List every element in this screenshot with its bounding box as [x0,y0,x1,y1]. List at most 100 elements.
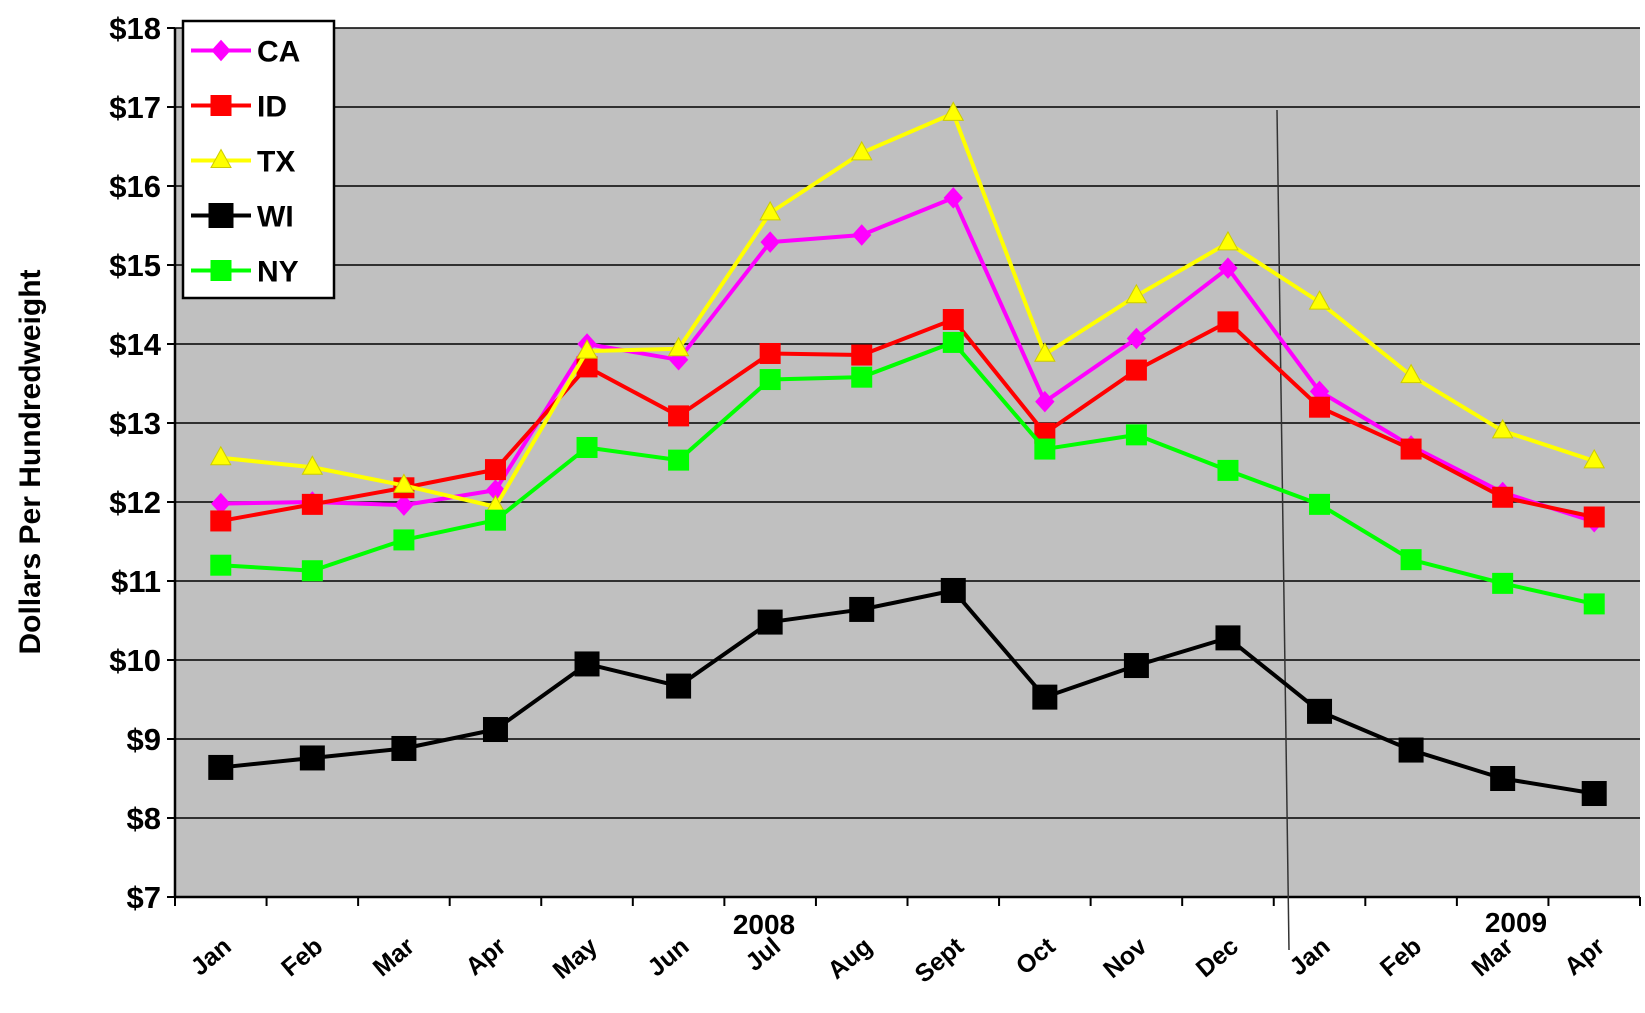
y-tick-label: $16 [109,169,161,204]
marker [668,405,690,427]
marker [1126,327,1147,350]
marker [850,140,873,161]
x-tick-label: Feb [1375,932,1427,982]
legend-label: ID [257,91,287,124]
series-line [220,317,1595,523]
marker [576,339,598,359]
marker [1034,438,1056,460]
y-tick-label: $13 [109,406,161,441]
marker [1308,290,1331,310]
marker [1217,459,1239,481]
marker [851,344,873,366]
x-tick-label: Aug [822,932,877,985]
marker [391,735,417,761]
y-tick-label: $15 [109,248,161,283]
x-tick-label: Jun [642,932,694,982]
marker [1492,486,1514,508]
marker [1218,257,1238,279]
series [210,331,1605,615]
marker [1583,448,1606,469]
marker [1581,781,1607,807]
series [210,309,1605,532]
series-line [220,111,1595,509]
marker [668,449,690,471]
y-tick-label: $10 [109,643,161,678]
marker [1309,396,1331,418]
legend-label: CA [257,36,300,69]
marker [1125,283,1148,304]
marker [210,95,232,116]
marker [576,436,598,458]
series [208,577,1607,807]
year-label: 2009 [1485,907,1547,938]
marker [393,529,415,551]
y-tick-label: $9 [127,722,161,757]
marker [301,455,324,475]
x-tick-label: May [548,932,603,985]
marker [1217,230,1239,251]
marker [1490,766,1516,791]
marker [759,369,781,391]
marker [942,101,965,121]
marker [211,39,231,62]
year-label: 2008 [733,909,795,940]
marker [1032,684,1058,710]
marker [301,493,323,515]
x-tick-label: Mar [368,932,420,982]
marker [299,745,325,771]
marker [1123,653,1149,679]
x-tick-label: Nov [1098,932,1152,984]
marker [1400,363,1422,384]
legend: CA ID TX WI NY [181,19,336,300]
y-tick-label: $11 [111,564,161,599]
series-line [220,340,1595,606]
marker [482,717,508,743]
marker [1583,506,1605,528]
marker [393,473,415,493]
marker [760,231,780,253]
marker [210,148,232,168]
marker [940,577,966,603]
marker [759,200,782,221]
marker [574,651,600,677]
marker [1125,424,1147,446]
marker [394,494,414,516]
series-line [220,588,1595,796]
plot-area [175,28,1640,897]
marker [943,187,963,209]
y-tick-label: $18 [109,11,161,46]
marker [757,609,783,635]
marker [1400,549,1422,571]
legend-label: TX [257,146,295,179]
marker [666,673,692,699]
marker [210,260,232,281]
marker [942,331,964,353]
y-tick-label: $14 [109,327,161,362]
marker [484,509,506,531]
marker [759,342,781,364]
x-tick-label: Oct [1011,932,1061,981]
marker [1492,572,1514,594]
y-tick-label: $12 [109,485,161,520]
marker [1035,390,1055,413]
marker [208,203,234,228]
marker [1217,311,1239,333]
x-tick-label: Apr [460,932,511,981]
y-axis-label: Dollars Per Hundredweight [14,269,47,654]
x-tick-label: Sept [910,932,970,989]
x-tick-label: Apr [1559,932,1610,981]
marker [1033,342,1056,362]
marker [1125,359,1147,381]
marker [1309,493,1331,515]
marker [852,224,872,246]
marker [942,309,964,331]
x-tick-label: Dec [1191,932,1244,983]
marker [1400,438,1422,460]
x-tick-label: Mar [1466,932,1518,982]
marker [208,754,234,780]
series [209,101,1606,515]
marker [851,366,873,388]
y-tick-label: $7 [127,880,161,915]
marker [1398,737,1424,763]
